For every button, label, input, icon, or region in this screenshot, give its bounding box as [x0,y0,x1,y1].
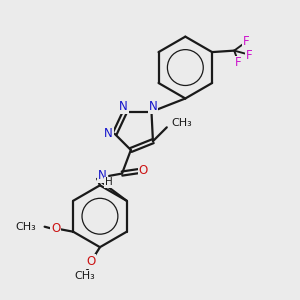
Text: F: F [243,35,250,48]
Text: N: N [119,100,128,113]
Text: N: N [104,127,112,140]
Text: H: H [105,177,113,188]
Text: N: N [98,169,107,182]
Text: CH₃: CH₃ [15,222,36,232]
Text: O: O [51,222,60,235]
Text: N: N [148,100,157,113]
Text: CH₃: CH₃ [172,118,193,128]
Text: O: O [139,164,148,177]
Text: CH₃: CH₃ [74,271,95,281]
Text: O: O [86,255,95,268]
Text: F: F [234,56,241,70]
Text: F: F [246,49,253,62]
